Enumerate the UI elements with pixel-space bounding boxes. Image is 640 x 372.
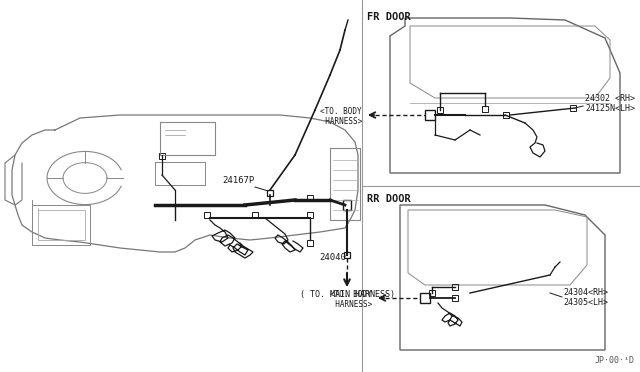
Bar [204, 212, 210, 218]
Bar [420, 293, 430, 303]
Bar [570, 105, 576, 111]
Text: 24302 <RH>: 24302 <RH> [585, 94, 635, 103]
Bar [452, 295, 458, 301]
Bar [344, 252, 350, 258]
Bar [252, 212, 258, 218]
Bar [307, 195, 313, 201]
Bar [343, 200, 351, 210]
Bar [429, 290, 435, 296]
Text: <TO. BODY
  HARNESS>: <TO. BODY HARNESS> [326, 290, 372, 310]
Bar [503, 112, 509, 118]
Bar [307, 240, 313, 246]
Text: FR DOOR: FR DOOR [367, 12, 411, 22]
Bar [159, 153, 165, 159]
Bar [452, 284, 458, 290]
Text: 24304<RH>: 24304<RH> [563, 288, 608, 297]
Bar [425, 110, 435, 120]
Text: 24125N<LH>: 24125N<LH> [585, 104, 635, 113]
Bar [307, 212, 313, 218]
Text: ( TO. MAIN HARNESS): ( TO. MAIN HARNESS) [300, 290, 394, 299]
Bar [482, 106, 488, 112]
Bar [437, 107, 443, 113]
Text: <TO. BODY
  HARNESS>: <TO. BODY HARNESS> [316, 107, 362, 126]
Text: RR DOOR: RR DOOR [367, 194, 411, 204]
Text: 24040: 24040 [319, 253, 346, 262]
Text: 24305<LH>: 24305<LH> [563, 298, 608, 307]
Bar [267, 190, 273, 196]
Text: 24167P: 24167P [222, 176, 254, 185]
Text: JP·00·¹D: JP·00·¹D [595, 356, 635, 365]
